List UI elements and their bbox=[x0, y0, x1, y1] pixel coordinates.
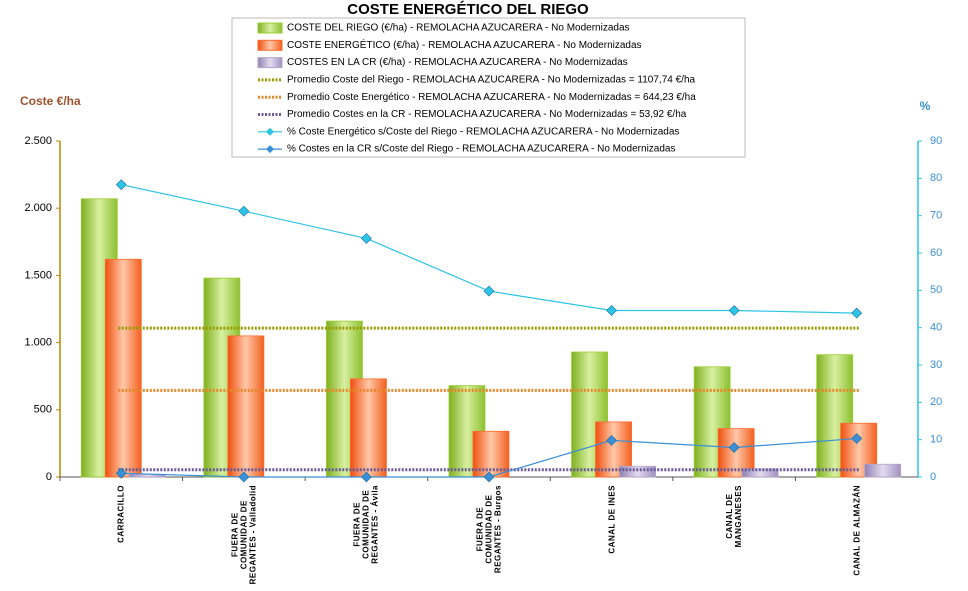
legend-label: Promedio Costes en la CR - REMOLACHA AZU… bbox=[287, 109, 687, 120]
legend-label: COSTE ENERGÉTICO (€/ha) - REMOLACHA AZUC… bbox=[287, 38, 642, 51]
y-tick-label: 2.500 bbox=[24, 135, 52, 147]
y-tick-label: 1.000 bbox=[24, 337, 52, 349]
x-tick-label: CARRACILLO bbox=[116, 485, 126, 543]
chart-title: COSTE ENERGÉTICO DEL RIEGO bbox=[347, 1, 589, 18]
y-tick-label: 0 bbox=[46, 471, 52, 483]
x-tick-label: FUERA DE COMUNIDAD DE REGANTES - Vallado… bbox=[230, 485, 258, 585]
marker bbox=[728, 305, 740, 316]
legend-swatch bbox=[266, 145, 274, 154]
x-tick-label: FUERA DE COMUNIDAD DE REGANTES - Burgos bbox=[475, 485, 503, 574]
marker bbox=[238, 471, 250, 483]
x-tick-label: CANAL DE ALMAZÁN bbox=[852, 485, 862, 576]
bar bbox=[864, 463, 902, 478]
marker bbox=[483, 471, 495, 483]
y-axis-label: Coste €/ha bbox=[20, 94, 81, 108]
y-tick-label: 1.500 bbox=[24, 269, 52, 281]
marker bbox=[361, 471, 372, 483]
legend-label: Promedio Coste del Riego - REMOLACHA AZU… bbox=[287, 75, 696, 86]
bar bbox=[350, 378, 387, 478]
marker bbox=[483, 285, 495, 297]
legend-box bbox=[231, 17, 746, 158]
marker bbox=[238, 205, 250, 217]
y2-tick-label: 60 bbox=[930, 247, 942, 259]
y2-tick-label: 20 bbox=[930, 396, 942, 408]
marker bbox=[851, 307, 863, 319]
legend-swatch bbox=[257, 39, 283, 51]
y2-tick-label: 0 bbox=[930, 471, 936, 483]
y2-tick-label: 70 bbox=[930, 210, 942, 222]
y2-tick-label: 80 bbox=[930, 172, 942, 184]
legend-label: % Coste Energético s/Coste del Riego - R… bbox=[287, 126, 679, 137]
y2-tick-label: 40 bbox=[930, 322, 942, 334]
marker bbox=[606, 434, 617, 446]
marker bbox=[606, 305, 617, 316]
marker bbox=[728, 442, 740, 453]
marker bbox=[115, 179, 127, 191]
bar bbox=[104, 258, 142, 478]
x-tick-label: FUERA DE COMUNIDAD DE REGANTES - Ávila bbox=[352, 485, 380, 564]
legend-swatch bbox=[257, 57, 283, 69]
legend-label: Promedio Coste Energético - REMOLACHA AZ… bbox=[287, 92, 696, 103]
bar bbox=[227, 335, 265, 478]
y2-tick-label: 30 bbox=[930, 359, 942, 371]
legend-swatch bbox=[257, 22, 283, 34]
y-tick-label: 2.000 bbox=[24, 202, 52, 214]
marker bbox=[851, 433, 863, 444]
x-tick-label: CANAL DE INES bbox=[607, 485, 617, 554]
bar bbox=[619, 465, 656, 478]
legend-swatch bbox=[266, 127, 274, 136]
y2-tick-label: 50 bbox=[930, 284, 942, 296]
legend-label: COSTES EN LA CR (€/ha) - REMOLACHA AZUCA… bbox=[287, 57, 628, 68]
marker bbox=[361, 233, 372, 244]
marker bbox=[115, 467, 127, 479]
x-tick-label: CANAL DE MANGANESES bbox=[725, 485, 744, 548]
y2-axis-label: % bbox=[920, 99, 931, 113]
y2-tick-label: 10 bbox=[930, 434, 942, 446]
y2-tick-label: 90 bbox=[930, 135, 942, 147]
legend-label: % Costes en la CR s/Coste del Riego - RE… bbox=[287, 144, 675, 155]
y-tick-label: 500 bbox=[34, 404, 52, 416]
legend-label: COSTE DEL RIEGO (€/ha) - REMOLACHA AZUCA… bbox=[287, 23, 630, 34]
